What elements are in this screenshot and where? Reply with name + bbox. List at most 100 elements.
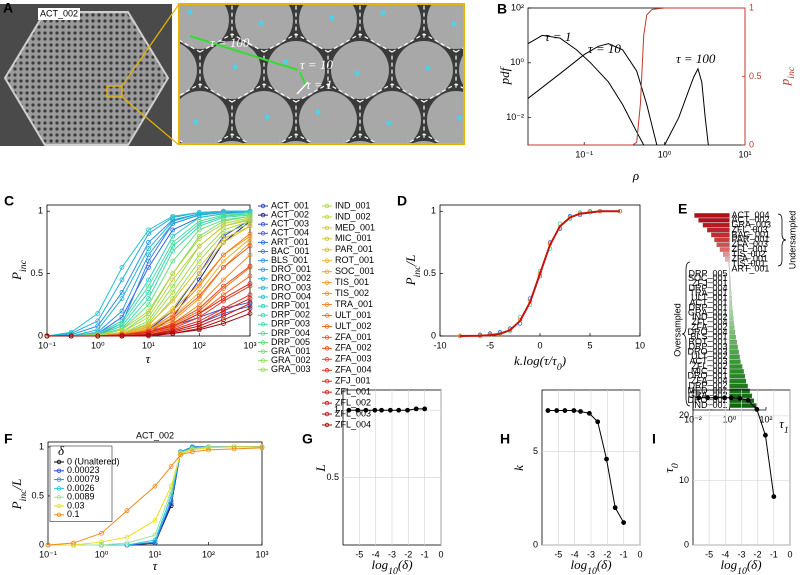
legend-label: ART_001 [271,237,309,247]
legend-marker [260,212,266,218]
y-tick-label: 1 [334,405,339,415]
data-point [146,258,151,264]
series-line [47,447,263,546]
legend-label: 0.03 [67,500,85,510]
data-point [146,252,151,258]
y-tick-label: 1 [38,206,43,216]
y2-tick-label: 0 [749,139,754,149]
category-label: ART_001 [732,263,770,273]
category-label: MIC_001 [691,366,728,376]
legend-marker [260,303,266,309]
y-axis-label: τ0 [661,463,681,473]
legend-label: DRO_002 [271,273,311,283]
legend-label: ULT_002 [335,321,371,331]
fish-dot [187,9,193,15]
x-tick-label: 10 [635,340,645,350]
legend-marker [260,322,266,327]
cell-border [295,83,361,138]
x-tick-label: -5 [554,549,562,559]
bar [729,320,734,325]
text-part: P [403,277,418,286]
x-axis-label: τ1 [779,416,789,436]
text-part: k.log(τ/τ [514,353,558,368]
legend-marker [324,368,330,373]
x-tick-label: 10¹ [738,149,751,159]
bar [716,242,730,247]
category-label: ACT_003 [689,356,727,366]
annotation: τ = 1 [306,77,332,92]
cell-border [199,33,265,88]
text-part: 10 [388,566,398,575]
cell [459,53,464,87]
image-label-box [38,8,80,20]
category-label: ZFL_001 [732,244,768,254]
cell-border [327,33,393,88]
fish-dot [167,163,172,168]
category-label: ZFL_004 [691,317,727,327]
x-tick-label: 0 [537,340,542,350]
legend-marker [260,258,266,263]
x-tick-label: 10² [202,549,215,559]
fish-dot [386,120,392,126]
legend-marker [260,294,266,300]
legend-marker [56,468,62,473]
category-label: ZFA_004 [691,376,728,386]
cell [427,91,464,144]
cell [395,41,453,99]
bar [729,344,738,350]
category-label: ULT_002 [691,351,727,361]
legend-label: ZFA_002 [335,343,372,353]
category-label: DRO_003 [687,346,727,356]
y-tick-label: 0 [533,539,538,549]
text-part: ) [561,353,566,368]
legend-label: DRO_003 [271,282,311,292]
text-part: 0 [670,463,681,468]
legend-label: ACT_003 [271,219,309,229]
series-line [527,34,645,146]
text-part: P [9,272,24,281]
panel-letter: G [302,431,313,447]
bar [698,218,730,223]
cell [235,4,293,49]
x-axis-label: log10(δ) [720,557,761,575]
legend-label: GRA_001 [271,346,311,356]
series-line [47,218,251,337]
x-tick-label: 10¹ [142,340,155,350]
data-point [247,296,253,301]
bar [729,359,741,364]
fish-dot [315,109,321,115]
legend-marker [324,389,330,395]
cell [363,91,421,144]
legend-marker [56,495,62,500]
fish-dot [411,159,416,164]
legend-marker [324,258,330,263]
x-tick-label: 10³ [255,549,268,559]
cell-border [179,39,201,88]
zoom-line [121,3,180,87]
x-tick-label: -4 [372,549,380,559]
legend-label: ACT_001 [271,200,309,210]
data-point [152,518,158,523]
text-part: ρ [632,168,639,183]
panel-letter: F [4,431,13,447]
annotation: τ = 100 [210,35,250,50]
legend-label: GRA_002 [271,355,311,365]
data-point [196,283,202,289]
text-part: inc [412,265,423,278]
series-line [46,210,250,337]
category-label: DRO_001 [687,371,727,381]
y-axis-label: pdf [497,65,512,85]
category-label: ZFA_001 [732,254,769,264]
legend-label: ZFA_001 [335,332,372,342]
y-tick-label: 10⁰ [510,57,524,67]
cell [523,41,581,99]
legend-label: ZFL_004 [335,419,371,429]
legend-label: ACT_004 [271,228,309,238]
fish-dot [476,60,481,65]
x-tick-label: 10⁰ [658,149,672,159]
x-tick-label: 10¹ [148,549,161,559]
y-tick-label: 0 [38,330,43,340]
panel-letter: A [3,0,13,16]
category-label: IND_002 [692,312,728,322]
panel-letter: B [497,1,507,17]
